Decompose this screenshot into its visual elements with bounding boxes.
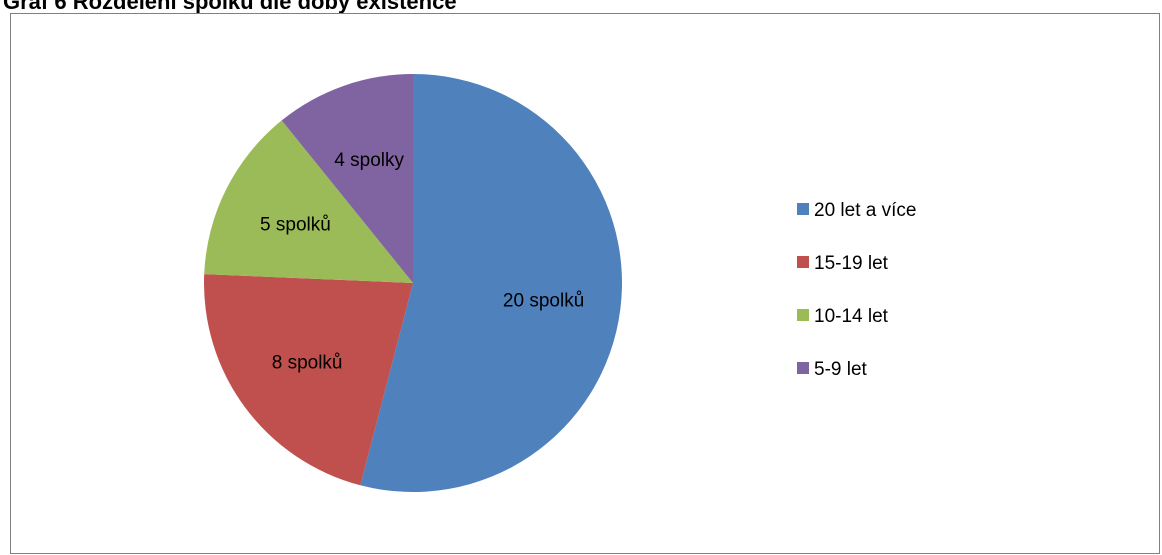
pie-slice-4 xyxy=(281,74,413,283)
pie-slice-1 xyxy=(360,74,622,492)
legend-swatch xyxy=(797,203,809,215)
slice-data-label: 5 spolků xyxy=(260,215,331,236)
legend-entry-label: 15-19 let xyxy=(814,253,889,274)
legend-swatch xyxy=(797,309,809,321)
slice-data-label: 8 spolků xyxy=(272,352,343,373)
pie-slices xyxy=(203,74,622,492)
legend-entry-label: 20 let a více xyxy=(814,200,916,221)
slice-data-label: 20 spolků xyxy=(503,291,584,312)
pie-slice-2 xyxy=(203,274,413,486)
chart-title: Graf 6 Rozdělení spolků dle doby existen… xyxy=(3,0,457,14)
legend-swatch xyxy=(797,362,809,374)
legend-entry-label: 10-14 let xyxy=(814,306,889,327)
legend: 20 let a více 15-19 let 10-14 let 5-9 let xyxy=(797,200,916,380)
slice-data-label: 4 spolky xyxy=(334,150,404,171)
slice-labels: 20 spolků 8 spolků 5 spolků 4 spolky xyxy=(260,150,584,373)
legend-entry-label: 5-9 let xyxy=(814,359,868,380)
legend-swatch xyxy=(797,256,809,268)
pie-slice-3 xyxy=(204,120,413,283)
